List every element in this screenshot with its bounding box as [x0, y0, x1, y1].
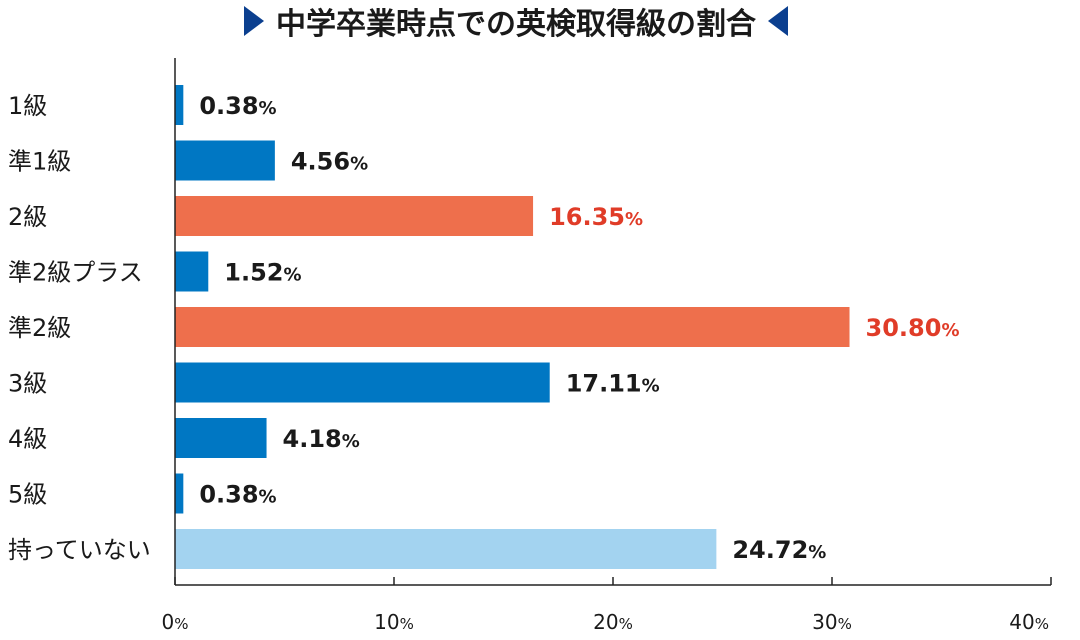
category-label: 準2級 — [8, 314, 71, 342]
x-tick-label: 10% — [374, 610, 414, 634]
category-label: 準2級プラス — [8, 259, 143, 287]
value-label: 4.56% — [291, 148, 368, 176]
value-labels-group: 0.38%4.56%16.35%1.52%30.80%17.11%4.18%0.… — [199, 92, 959, 564]
bar — [175, 251, 209, 292]
title-marker-right-icon — [768, 6, 788, 36]
x-tick-label: 30% — [812, 610, 852, 634]
x-tick-label: 20% — [593, 610, 633, 634]
bar — [175, 140, 275, 181]
category-label: 5級 — [8, 481, 47, 509]
value-label: 16.35% — [549, 203, 643, 231]
bar — [175, 85, 184, 125]
title-marker-left-icon — [244, 6, 264, 36]
chart-title-group: 中学卒業時点での英検取得級の割合 — [244, 6, 788, 42]
category-label: 準1級 — [8, 148, 71, 176]
x-tick-label: 0% — [162, 610, 189, 634]
value-label: 24.72% — [732, 536, 826, 564]
bar — [175, 529, 717, 569]
bars-group — [175, 85, 850, 569]
chart-title: 中学卒業時点での英検取得級の割合 — [276, 7, 756, 42]
value-label: 17.11% — [566, 370, 660, 398]
category-label: 4級 — [8, 425, 47, 453]
value-label: 1.52% — [224, 259, 301, 287]
bar — [175, 418, 267, 458]
bar — [175, 196, 534, 236]
category-label: 2級 — [8, 203, 47, 231]
value-label: 30.80% — [866, 314, 960, 342]
value-label: 4.18% — [283, 425, 360, 453]
category-label: 3級 — [8, 370, 47, 398]
value-label: 0.38% — [199, 92, 276, 120]
bar — [175, 307, 850, 347]
x-axis: 0% 10% 20% 30% 40% — [162, 58, 1052, 634]
category-label: 持っていない — [8, 536, 151, 564]
category-label: 1級 — [8, 92, 47, 120]
value-label: 0.38% — [199, 481, 276, 509]
bar — [175, 473, 184, 514]
bar — [175, 362, 550, 403]
x-tick-label: 40% — [1009, 610, 1049, 634]
